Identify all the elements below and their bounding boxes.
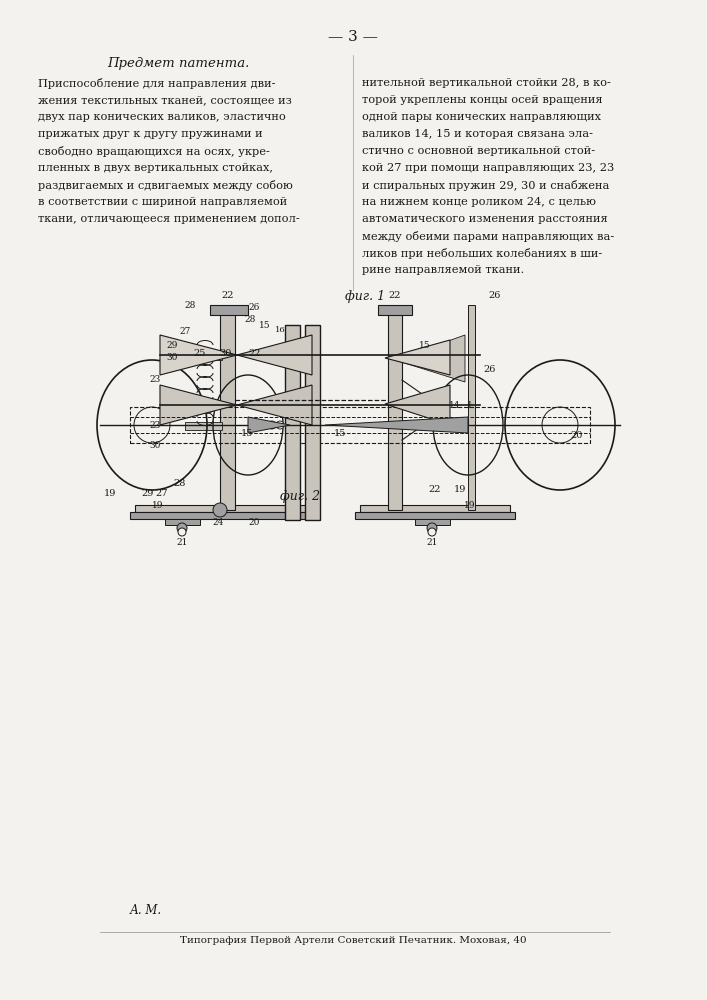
Circle shape xyxy=(178,528,186,536)
Text: 21: 21 xyxy=(176,538,187,547)
Text: на нижнем конце роликом 24, с целью: на нижнем конце роликом 24, с целью xyxy=(362,197,596,207)
Polygon shape xyxy=(185,352,222,360)
Polygon shape xyxy=(210,305,248,315)
Polygon shape xyxy=(160,385,237,425)
Text: 19: 19 xyxy=(104,488,116,497)
Text: 20: 20 xyxy=(570,430,583,440)
Polygon shape xyxy=(385,340,450,375)
Polygon shape xyxy=(160,335,237,375)
Text: между обеими парами направляющих ва-: между обеими парами направляющих ва- xyxy=(362,231,614,242)
Text: жения текстильных тканей, состоящее из: жения текстильных тканей, состоящее из xyxy=(38,95,292,105)
Polygon shape xyxy=(305,325,320,520)
Text: торой укреплены концы осей вращения: торой укреплены концы осей вращения xyxy=(362,95,602,105)
Circle shape xyxy=(268,421,276,429)
Circle shape xyxy=(177,523,187,533)
Circle shape xyxy=(427,523,437,533)
Text: одной пары конических направляющих: одной пары конических направляющих xyxy=(362,112,601,122)
Text: валиков 14, 15 и которая связана эла-: валиков 14, 15 и которая связана эла- xyxy=(362,129,593,139)
Text: 15: 15 xyxy=(259,320,271,330)
Polygon shape xyxy=(135,505,310,512)
Text: 30: 30 xyxy=(218,349,231,358)
Polygon shape xyxy=(360,505,510,512)
Polygon shape xyxy=(130,512,315,519)
Text: двух пар конических валиков, эластично: двух пар конических валиков, эластично xyxy=(38,112,286,122)
Text: 16: 16 xyxy=(275,326,286,334)
Text: 15: 15 xyxy=(241,428,253,438)
Polygon shape xyxy=(325,417,468,433)
Text: Приспособление для направления дви-: Приспособление для направления дви- xyxy=(38,78,276,89)
Text: 28: 28 xyxy=(174,479,186,488)
Circle shape xyxy=(276,421,284,429)
Text: и спиральных пружин 29, 30 и снабжена: и спиральных пружин 29, 30 и снабжена xyxy=(362,180,609,191)
Text: свободно вращающихся на осях, укре-: свободно вращающихся на осях, укре- xyxy=(38,146,270,157)
Text: автоматического изменения расстояния: автоматического изменения расстояния xyxy=(362,214,608,224)
Polygon shape xyxy=(237,335,312,375)
Text: 19: 19 xyxy=(152,500,164,510)
Polygon shape xyxy=(237,385,312,425)
Text: фиг. 1: фиг. 1 xyxy=(345,290,385,303)
Polygon shape xyxy=(355,512,515,519)
Text: стично с основной вертикальной стой-: стично с основной вертикальной стой- xyxy=(362,146,595,156)
Text: 14: 14 xyxy=(449,400,461,410)
Text: Предмет патента.: Предмет патента. xyxy=(107,57,249,70)
Text: 15: 15 xyxy=(334,428,346,438)
Text: 20: 20 xyxy=(248,518,259,527)
Text: 15: 15 xyxy=(419,340,431,350)
Text: 22: 22 xyxy=(222,291,234,300)
Polygon shape xyxy=(248,417,290,433)
Polygon shape xyxy=(415,519,450,525)
Polygon shape xyxy=(378,305,412,315)
Polygon shape xyxy=(185,422,222,430)
Text: 30: 30 xyxy=(149,440,160,450)
Text: 23: 23 xyxy=(149,420,160,430)
Circle shape xyxy=(261,421,269,429)
Text: пленных в двух вертикальных стойках,: пленных в двух вертикальных стойках, xyxy=(38,163,273,173)
Text: 1: 1 xyxy=(467,400,473,410)
Text: 29: 29 xyxy=(142,488,154,497)
Text: 28: 28 xyxy=(245,316,256,324)
Polygon shape xyxy=(395,335,465,382)
Text: раздвигаемых и сдвигаемых между собою: раздвигаемых и сдвигаемых между собою xyxy=(38,180,293,191)
Text: 27: 27 xyxy=(156,488,168,497)
Text: А. М.: А. М. xyxy=(130,904,162,917)
Text: прижатых друг к другу пружинами и: прижатых друг к другу пружинами и xyxy=(38,129,262,139)
Circle shape xyxy=(428,528,436,536)
Text: 19: 19 xyxy=(454,486,466,494)
Text: 23: 23 xyxy=(149,375,160,384)
Text: в соответствии с шириной направляемой: в соответствии с шириной направляемой xyxy=(38,197,287,207)
Text: 22: 22 xyxy=(428,486,441,494)
Text: 24: 24 xyxy=(212,518,223,527)
Polygon shape xyxy=(165,519,200,525)
Text: ткани, отличающееся применением допол-: ткани, отличающееся применением допол- xyxy=(38,214,300,224)
Text: 27: 27 xyxy=(180,328,191,336)
Text: 28: 28 xyxy=(185,300,196,310)
Text: фиг. 2: фиг. 2 xyxy=(280,490,320,503)
Text: кой 27 при помощи направляющих 23, 23: кой 27 при помощи направляющих 23, 23 xyxy=(362,163,614,173)
Text: ликов при небольших колебаниях в ши-: ликов при небольших колебаниях в ши- xyxy=(362,248,602,259)
Text: 26: 26 xyxy=(489,291,501,300)
Text: 25: 25 xyxy=(194,349,206,358)
Text: 29: 29 xyxy=(166,340,177,350)
Polygon shape xyxy=(468,305,475,510)
Polygon shape xyxy=(388,310,402,510)
Circle shape xyxy=(213,503,227,517)
Text: 26: 26 xyxy=(248,304,259,312)
Text: 30: 30 xyxy=(166,354,177,362)
Text: рине направляемой ткани.: рине направляемой ткани. xyxy=(362,265,525,275)
Text: — 3 —: — 3 — xyxy=(328,30,378,44)
Polygon shape xyxy=(285,325,300,520)
Polygon shape xyxy=(385,385,450,425)
Polygon shape xyxy=(220,310,235,510)
Text: нительной вертикальной стойки 28, в ко-: нительной вертикальной стойки 28, в ко- xyxy=(362,78,611,88)
Text: 26: 26 xyxy=(484,365,496,374)
Text: 21: 21 xyxy=(426,538,438,547)
Text: 22: 22 xyxy=(389,291,402,300)
Text: 22: 22 xyxy=(249,349,262,358)
Text: Типография Первой Артели Советский Печатник. Моховая, 40: Типография Первой Артели Советский Печат… xyxy=(180,936,526,945)
Text: 19: 19 xyxy=(464,500,476,510)
